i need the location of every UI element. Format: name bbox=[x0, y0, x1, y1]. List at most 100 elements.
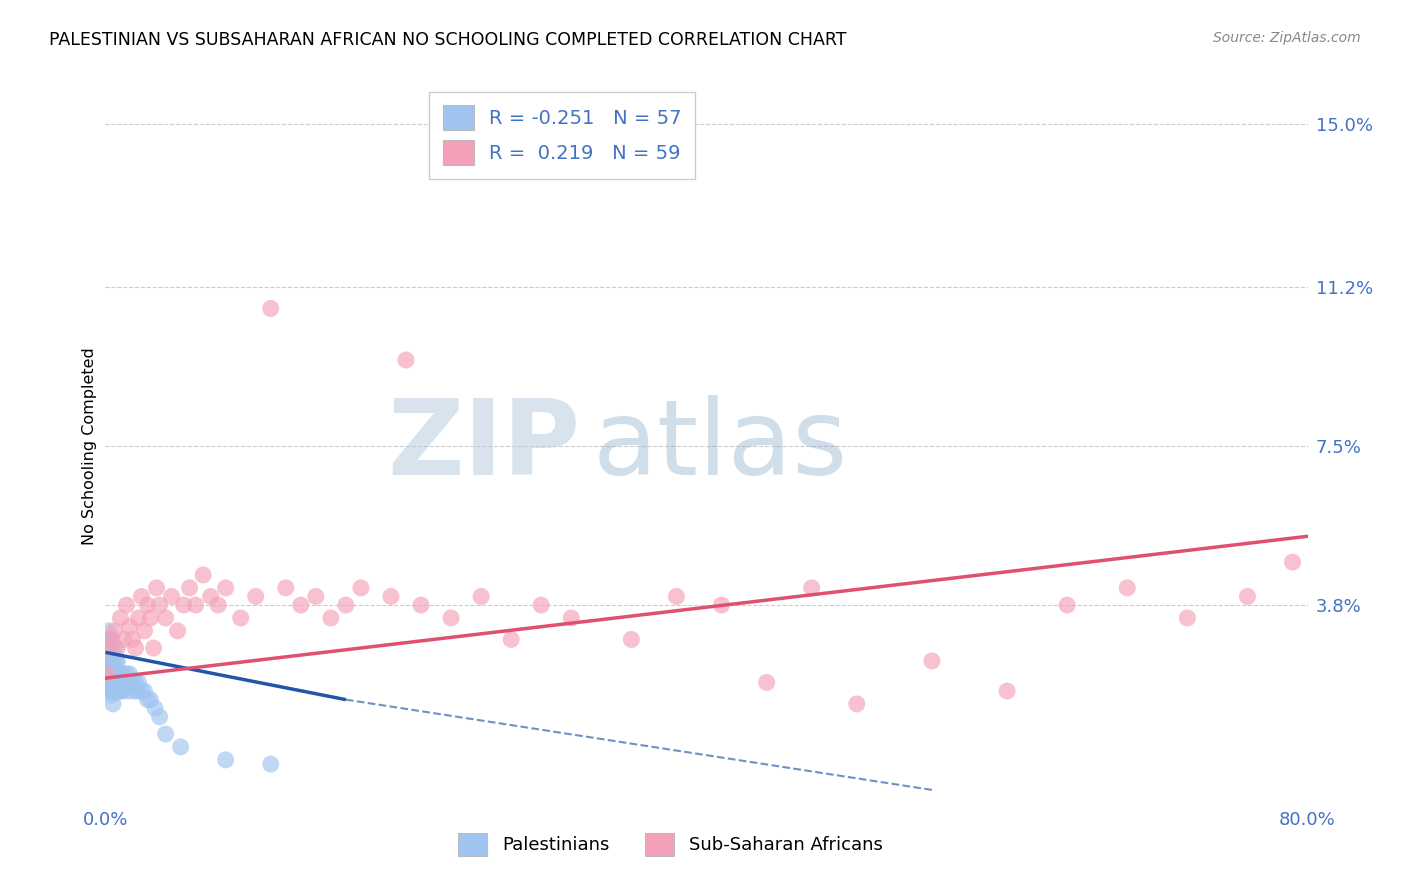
Point bbox=[97, 624, 120, 638]
Point bbox=[115, 598, 138, 612]
Text: atlas: atlas bbox=[592, 395, 848, 497]
Point bbox=[142, 641, 165, 656]
Point bbox=[800, 581, 823, 595]
Point bbox=[97, 641, 120, 656]
Point bbox=[134, 624, 156, 638]
Point bbox=[110, 611, 132, 625]
Point bbox=[96, 666, 118, 681]
Point bbox=[103, 641, 125, 656]
Point bbox=[100, 675, 122, 690]
Point bbox=[103, 663, 125, 677]
Point bbox=[110, 684, 132, 698]
Legend: Palestinians, Sub-Saharan Africans: Palestinians, Sub-Saharan Africans bbox=[450, 824, 891, 865]
Point bbox=[995, 684, 1018, 698]
Point bbox=[98, 675, 121, 690]
Point bbox=[124, 675, 146, 690]
Point bbox=[131, 590, 153, 604]
Point bbox=[100, 632, 122, 647]
Point bbox=[160, 590, 183, 604]
Point bbox=[755, 675, 778, 690]
Point bbox=[101, 697, 124, 711]
Point bbox=[665, 590, 688, 604]
Point bbox=[245, 590, 267, 604]
Point bbox=[108, 666, 131, 681]
Point bbox=[96, 654, 118, 668]
Point bbox=[97, 654, 120, 668]
Point bbox=[139, 611, 162, 625]
Point bbox=[1116, 581, 1139, 595]
Point bbox=[104, 666, 127, 681]
Y-axis label: No Schooling Completed: No Schooling Completed bbox=[82, 347, 97, 545]
Point bbox=[179, 581, 201, 595]
Point bbox=[214, 753, 236, 767]
Point bbox=[409, 598, 432, 612]
Point bbox=[104, 654, 127, 668]
Point bbox=[620, 632, 643, 647]
Point bbox=[120, 675, 142, 690]
Point bbox=[118, 666, 141, 681]
Point bbox=[274, 581, 297, 595]
Point bbox=[98, 654, 121, 668]
Text: PALESTINIAN VS SUBSAHARAN AFRICAN NO SCHOOLING COMPLETED CORRELATION CHART: PALESTINIAN VS SUBSAHARAN AFRICAN NO SCH… bbox=[49, 31, 846, 49]
Point bbox=[100, 663, 122, 677]
Point bbox=[131, 684, 153, 698]
Text: Source: ZipAtlas.com: Source: ZipAtlas.com bbox=[1213, 31, 1361, 45]
Point bbox=[100, 689, 122, 703]
Point bbox=[184, 598, 207, 612]
Point bbox=[335, 598, 357, 612]
Text: ZIP: ZIP bbox=[387, 395, 581, 497]
Point bbox=[111, 666, 134, 681]
Point bbox=[290, 598, 312, 612]
Point bbox=[260, 757, 283, 772]
Point bbox=[710, 598, 733, 612]
Point bbox=[121, 632, 143, 647]
Point bbox=[101, 684, 124, 698]
Point bbox=[104, 684, 127, 698]
Point bbox=[96, 632, 118, 647]
Point bbox=[103, 684, 125, 698]
Point bbox=[97, 675, 120, 690]
Point bbox=[136, 692, 159, 706]
Point bbox=[117, 675, 139, 690]
Point bbox=[200, 590, 222, 604]
Point bbox=[191, 568, 214, 582]
Point bbox=[440, 611, 463, 625]
Point bbox=[145, 581, 167, 595]
Point bbox=[101, 666, 124, 681]
Point bbox=[98, 684, 121, 698]
Point bbox=[350, 581, 373, 595]
Point bbox=[395, 353, 418, 368]
Point bbox=[128, 675, 150, 690]
Point bbox=[114, 675, 136, 690]
Point bbox=[110, 666, 132, 681]
Point bbox=[112, 632, 135, 647]
Point bbox=[107, 654, 129, 668]
Point bbox=[845, 697, 868, 711]
Point bbox=[470, 590, 492, 604]
Point bbox=[169, 739, 191, 754]
Point bbox=[501, 632, 523, 647]
Point bbox=[1056, 598, 1078, 612]
Point bbox=[117, 684, 139, 698]
Point bbox=[134, 684, 156, 698]
Point bbox=[103, 624, 125, 638]
Point bbox=[97, 641, 120, 656]
Point bbox=[148, 710, 170, 724]
Point bbox=[118, 619, 141, 633]
Point bbox=[112, 666, 135, 681]
Point bbox=[260, 301, 283, 316]
Point bbox=[155, 611, 177, 625]
Point bbox=[136, 598, 159, 612]
Point bbox=[530, 598, 553, 612]
Point bbox=[207, 598, 229, 612]
Point bbox=[305, 590, 328, 604]
Point bbox=[380, 590, 402, 604]
Point bbox=[96, 666, 118, 681]
Point bbox=[125, 684, 148, 698]
Point bbox=[921, 654, 943, 668]
Point bbox=[319, 611, 342, 625]
Point bbox=[128, 611, 150, 625]
Point bbox=[173, 598, 195, 612]
Point bbox=[1175, 611, 1198, 625]
Point bbox=[124, 641, 146, 656]
